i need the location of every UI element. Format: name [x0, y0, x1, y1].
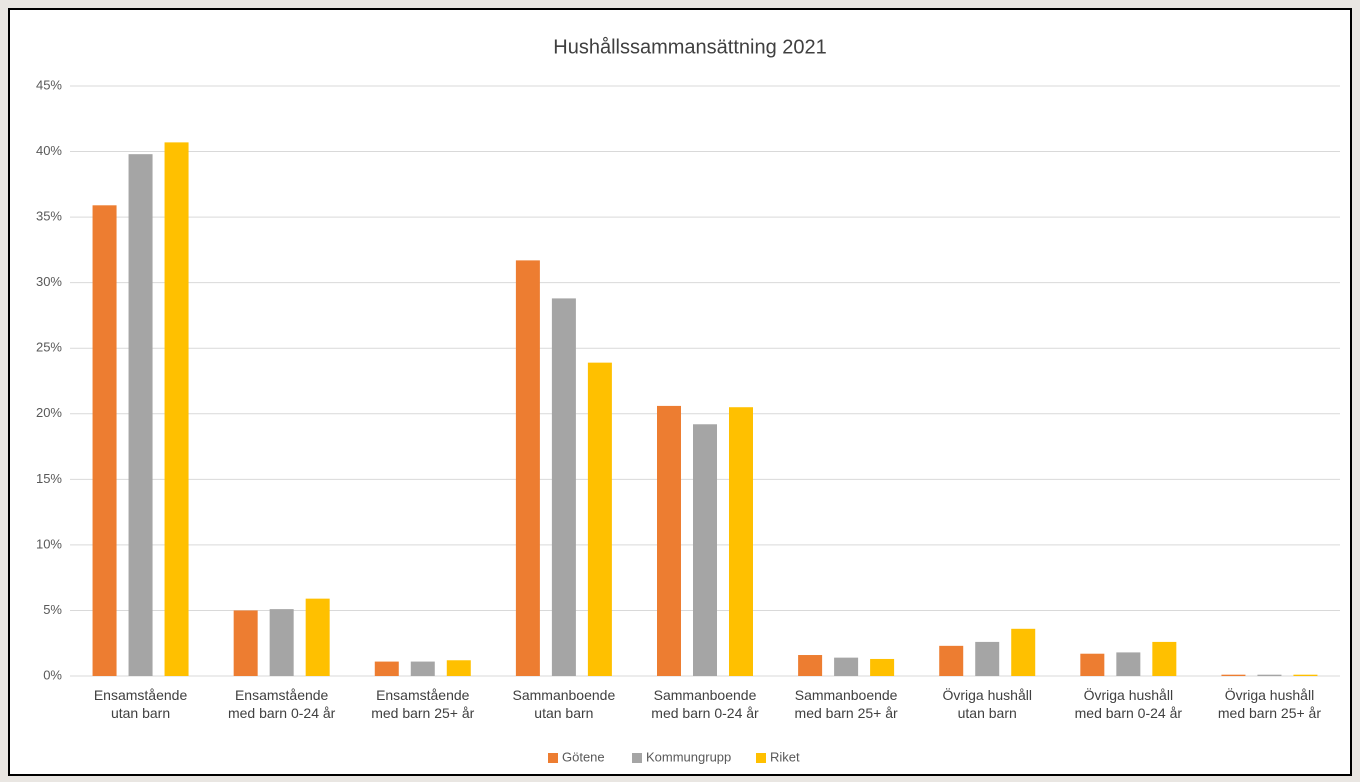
legend-swatch: [756, 753, 766, 763]
bar: [798, 655, 823, 676]
bar: [939, 645, 964, 676]
bar: [1257, 674, 1282, 676]
y-tick-label: 20%: [36, 405, 62, 420]
y-tick-label: 0%: [43, 667, 62, 682]
y-tick-label: 35%: [36, 209, 62, 224]
bar: [1152, 641, 1177, 676]
x-tick-label: Ensamstående med barn 0-24 år: [227, 687, 336, 721]
bar: [729, 407, 753, 676]
bar: [410, 661, 435, 676]
bar: [693, 424, 717, 676]
bar: [1293, 674, 1318, 676]
bar: [515, 260, 540, 676]
bar: [1221, 674, 1246, 676]
bar: [128, 154, 153, 676]
bar: [834, 657, 859, 676]
y-tick-label: 30%: [36, 274, 62, 289]
bar: [1011, 628, 1036, 676]
chart-frame: Hushållssammansättning 2021 0% 5% 10% 15% 20…: [8, 8, 1352, 776]
x-tick-label: Övriga hushåll med barn 0-24 år: [1074, 687, 1183, 721]
bar: [92, 205, 117, 677]
legend-swatch: [632, 753, 642, 763]
bar: [1080, 653, 1105, 676]
bar: [587, 362, 612, 676]
legend-label: Kommungrupp: [646, 749, 731, 764]
x-tick-label: Övriga hushåll med barn 25+ år: [1217, 687, 1321, 721]
legend-label: Götene: [562, 749, 605, 764]
bar: [1116, 652, 1141, 676]
bar: [164, 142, 189, 676]
chart-title: Hushållssammansättning 2021: [553, 36, 827, 58]
y-tick-label: 5%: [43, 602, 62, 617]
x-tick-label: Sammanboende med barn 0-24 år: [651, 687, 759, 721]
bar: [870, 658, 895, 676]
x-tick-label: Ensamstående med barn 25+ år: [371, 687, 475, 721]
x-tick-label: Sammanboende utan barn: [512, 687, 616, 721]
bar: [975, 641, 1000, 676]
y-tick-label: 45%: [36, 77, 62, 92]
x-tick-label: Övriga hushåll utan barn: [942, 687, 1032, 721]
bar: [551, 298, 576, 676]
chart: Hushållssammansättning 2021 0% 5% 10% 15% 20…: [36, 36, 1340, 764]
legend-swatch: [548, 753, 558, 763]
x-tick-label: Sammanboende med barn 25+ år: [794, 687, 898, 721]
legend-label: Riket: [770, 749, 800, 764]
bar: [305, 598, 330, 676]
bar: [657, 405, 681, 676]
bar: [374, 661, 399, 676]
y-tick-label: 15%: [36, 471, 62, 486]
bar: [233, 610, 258, 676]
bar: [446, 660, 471, 676]
y-tick-label: 10%: [36, 536, 62, 551]
y-tick-label: 40%: [36, 143, 62, 158]
bar: [269, 609, 294, 676]
x-tick-label: Ensamstående utan barn: [93, 687, 188, 721]
y-tick-label: 25%: [36, 340, 62, 355]
